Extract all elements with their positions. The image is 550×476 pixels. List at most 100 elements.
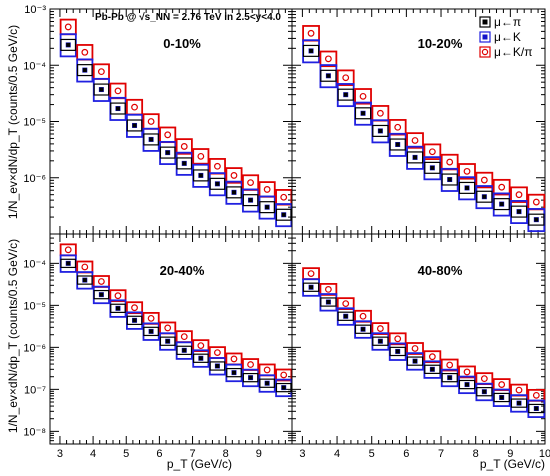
kpi-marker bbox=[64, 23, 72, 31]
pi-syst-box bbox=[406, 356, 424, 366]
legend-marker bbox=[481, 48, 489, 56]
kpi-syst-box bbox=[76, 44, 94, 61]
legend-box bbox=[479, 31, 491, 43]
y-axis-title-bottom: 1/N_ev×dN/dp_T (counts/0.5 GeV/c) bbox=[6, 239, 20, 433]
pi-syst-box bbox=[528, 403, 545, 414]
kpi-marker bbox=[307, 270, 315, 278]
kpi-syst-box bbox=[492, 378, 511, 391]
pi-syst-box bbox=[126, 315, 143, 326]
kpi-syst-box bbox=[354, 88, 372, 105]
pi-marker bbox=[309, 48, 314, 53]
pi-syst-box bbox=[424, 161, 441, 174]
pi-syst-box bbox=[320, 69, 337, 82]
x-tick-label: 8 bbox=[223, 448, 229, 460]
pi-syst-box bbox=[441, 372, 458, 383]
kpi-syst-box bbox=[159, 321, 177, 335]
pi-marker bbox=[165, 339, 170, 344]
pi-marker bbox=[413, 359, 418, 364]
pi-syst-box bbox=[259, 378, 275, 388]
kpi-marker bbox=[81, 48, 89, 56]
legend: μ←πμ←Kμ←K/π bbox=[479, 15, 533, 59]
pi-syst-box bbox=[476, 387, 493, 397]
kpi-marker bbox=[147, 118, 155, 125]
kpi-marker bbox=[532, 198, 540, 206]
kpi-syst-box bbox=[109, 82, 127, 100]
panel-3: 3 4 5 6 7 8 9 10⁻⁸ 10⁻⁷ 10⁻⁶ 10⁻⁵ 10⁻⁴ 20-40% bbox=[23, 233, 293, 460]
pi-syst-box bbox=[389, 138, 406, 151]
pi-syst-box bbox=[76, 275, 93, 285]
pi-marker bbox=[248, 375, 253, 380]
kpi-marker bbox=[376, 109, 384, 117]
pi-syst-box bbox=[458, 181, 476, 194]
kpi-marker bbox=[480, 176, 488, 184]
pi-syst-box bbox=[302, 282, 320, 292]
pi-marker bbox=[499, 202, 504, 207]
pi-marker bbox=[248, 198, 253, 203]
pi-syst-box bbox=[372, 124, 389, 137]
kpi-syst-box bbox=[475, 372, 494, 386]
legend-box bbox=[479, 16, 491, 28]
kpi-marker bbox=[164, 324, 172, 332]
pi-marker bbox=[281, 212, 286, 217]
y-tick-label: 10⁻⁴ bbox=[23, 258, 46, 270]
pi-syst-box bbox=[259, 201, 275, 214]
pi-marker bbox=[82, 278, 87, 283]
x-tick-label: 6 bbox=[156, 448, 162, 460]
kpi-syst-box bbox=[175, 330, 193, 344]
pi-syst-box bbox=[337, 88, 354, 101]
pi-syst-box bbox=[143, 326, 159, 337]
kpi-marker bbox=[147, 314, 155, 322]
legend-label: μ←K bbox=[494, 30, 521, 44]
kpi-marker bbox=[411, 345, 419, 352]
pi-syst-box bbox=[493, 198, 510, 211]
legend-box bbox=[479, 46, 491, 58]
pi-marker bbox=[482, 389, 487, 394]
pi-marker bbox=[99, 87, 104, 92]
kpi-marker bbox=[214, 349, 221, 357]
kpi-marker bbox=[64, 246, 72, 254]
kpi-syst-box bbox=[458, 163, 476, 180]
pi-syst-box bbox=[176, 345, 193, 355]
kpi-syst-box bbox=[242, 174, 260, 191]
kpi-marker bbox=[164, 131, 172, 139]
kpi-marker bbox=[324, 285, 332, 293]
kpi-syst-box bbox=[208, 158, 226, 175]
pi-marker bbox=[395, 349, 400, 354]
legend-label: μ←π bbox=[494, 15, 521, 29]
kpi-marker bbox=[114, 292, 122, 300]
legend-entry: μ←π bbox=[479, 15, 521, 29]
pi-syst-box bbox=[110, 102, 126, 115]
x-tick-label: 6 bbox=[403, 448, 409, 460]
kpi-syst-box bbox=[354, 309, 372, 323]
pi-marker bbox=[182, 348, 187, 353]
pi-marker bbox=[132, 318, 137, 323]
x-tick-label: 8 bbox=[473, 448, 479, 460]
pi-marker bbox=[115, 306, 120, 311]
kpi-syst-box bbox=[258, 181, 276, 198]
kpi-marker bbox=[411, 137, 419, 144]
kpi-marker bbox=[532, 391, 540, 399]
kpi-syst-box bbox=[142, 311, 160, 325]
pi-syst-box bbox=[242, 194, 259, 207]
y-tick-label: 10⁻⁵ bbox=[23, 300, 46, 312]
kpi-syst-box bbox=[59, 243, 77, 257]
pi-syst-box bbox=[510, 398, 528, 408]
kpi-syst-box bbox=[76, 260, 94, 274]
pi-syst-box bbox=[354, 107, 372, 120]
x-tick-label: 9 bbox=[507, 448, 513, 460]
y-tick-label: 10⁻⁵ bbox=[23, 117, 46, 129]
y-tick-label: 10⁻⁴ bbox=[23, 60, 46, 72]
kpi-marker bbox=[515, 191, 523, 199]
header-text: Pb-Pb @ √s_NN = 2.76 TeV in 2.5<y<4.0 bbox=[95, 12, 281, 23]
pi-syst-box bbox=[159, 146, 176, 159]
x-tick-label: 5 bbox=[123, 448, 129, 460]
kpi-marker bbox=[180, 143, 188, 150]
centrality-label: 0-10% bbox=[163, 36, 201, 51]
kpi-syst-box bbox=[510, 383, 528, 397]
pi-marker bbox=[482, 194, 487, 199]
pi-marker bbox=[265, 205, 270, 210]
kpi-syst-box bbox=[423, 143, 442, 160]
pi-syst-box bbox=[126, 119, 143, 132]
kpi-syst-box bbox=[492, 178, 511, 196]
